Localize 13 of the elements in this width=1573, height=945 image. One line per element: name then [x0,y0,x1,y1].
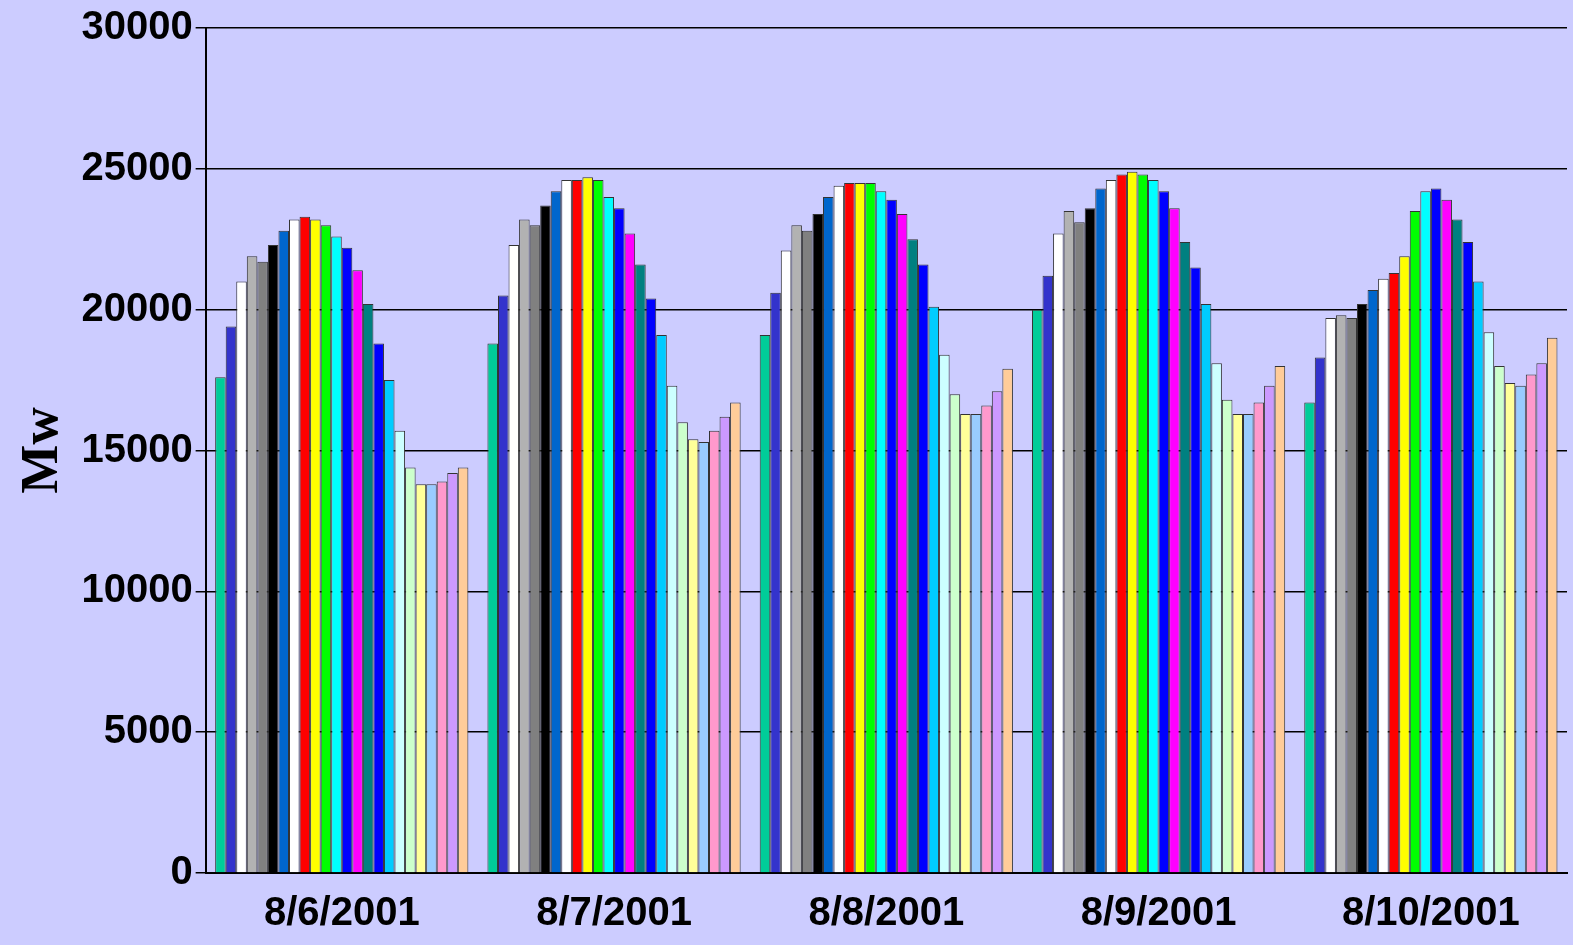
y-tick-label: 30000 [81,3,193,48]
y-tick-label: 5000 [103,707,193,752]
x-tick-label: 8/10/2001 [1341,889,1520,934]
x-tick-label: 8/8/2001 [808,889,965,934]
y-tick-label: 10000 [81,566,193,611]
y-tick-label: 0 [170,848,193,893]
y-tick-label: 15000 [81,425,193,470]
y-tick-label: 20000 [81,284,193,329]
x-tick-label: 8/6/2001 [263,889,420,934]
y-axis-title: Mw [10,406,68,494]
x-tick-label: 8/7/2001 [536,889,692,934]
y-tick-label: 25000 [81,143,193,188]
x-tick-label: 8/9/2001 [1080,889,1237,934]
